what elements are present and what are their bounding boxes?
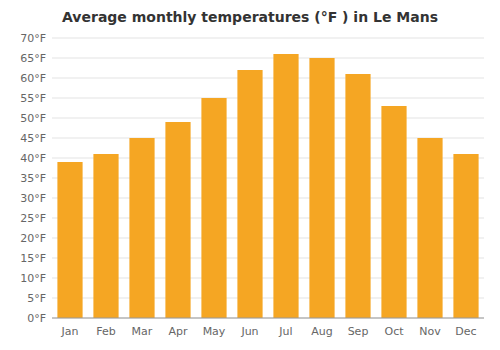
bar	[93, 154, 118, 318]
bar	[309, 58, 334, 318]
x-tick-label: Oct	[384, 325, 404, 338]
y-tick-label: 60°F	[20, 72, 46, 85]
grid-line	[52, 118, 484, 119]
bar	[201, 98, 226, 318]
y-tick-label: 55°F	[20, 92, 46, 105]
y-axis: 0°F 5°F 10°F 15°F 20°F 25°F 30°F 35°F 40°F 45°F 50…	[20, 32, 484, 325]
y-tick-label: 45°F	[20, 132, 46, 145]
y-tick-label: 65°F	[20, 52, 46, 65]
y-tick-label: 35°F	[20, 172, 46, 185]
y-tick-label: 20°F	[20, 232, 46, 245]
bar	[417, 138, 442, 318]
x-tick-label: Aug	[311, 325, 332, 338]
bar	[165, 122, 190, 318]
y-tick-label: 40°F	[20, 152, 46, 165]
bar	[129, 138, 154, 318]
x-tick-label: Sep	[348, 325, 369, 338]
y-tick-label: 15°F	[20, 252, 46, 265]
bar	[57, 162, 82, 318]
grid-line	[52, 318, 484, 319]
grid-line	[52, 38, 484, 39]
bar	[237, 70, 262, 318]
y-tick-label: 5°F	[27, 292, 46, 305]
x-tick-label: Mar	[132, 325, 153, 338]
x-tick-label: Dec	[455, 325, 476, 338]
chart: Average monthly temperatures (°F ) in Le…	[0, 0, 500, 350]
bar	[453, 154, 478, 318]
x-axis-line	[52, 318, 484, 319]
x-tick-label: May	[203, 325, 226, 338]
x-tick-label: Jan	[61, 325, 79, 338]
x-tick-label: Nov	[419, 325, 441, 338]
title: Average monthly temperatures (°F ) in Le…	[62, 9, 438, 25]
y-tick-label: 70°F	[20, 32, 46, 45]
y-tick-label: 0°F	[27, 312, 46, 325]
x-tick-label: Feb	[96, 325, 115, 338]
x-axis: Jan Feb Mar Apr May Jun Jul Aug Sep Oct Nov Dec	[52, 318, 484, 338]
x-tick-label: Jul	[278, 325, 292, 338]
x-tick-label: Jun	[240, 325, 258, 338]
bars	[57, 54, 478, 318]
bar	[273, 54, 298, 318]
grid-line	[52, 58, 484, 59]
grid-line	[52, 78, 484, 79]
bar	[345, 74, 370, 318]
y-tick-label: 25°F	[20, 212, 46, 225]
y-tick-label: 10°F	[20, 272, 46, 285]
x-tick-label: Apr	[168, 325, 188, 338]
y-tick-label: 30°F	[20, 192, 46, 205]
bar	[381, 106, 406, 318]
y-tick-label: 50°F	[20, 112, 46, 125]
grid-line	[52, 98, 484, 99]
